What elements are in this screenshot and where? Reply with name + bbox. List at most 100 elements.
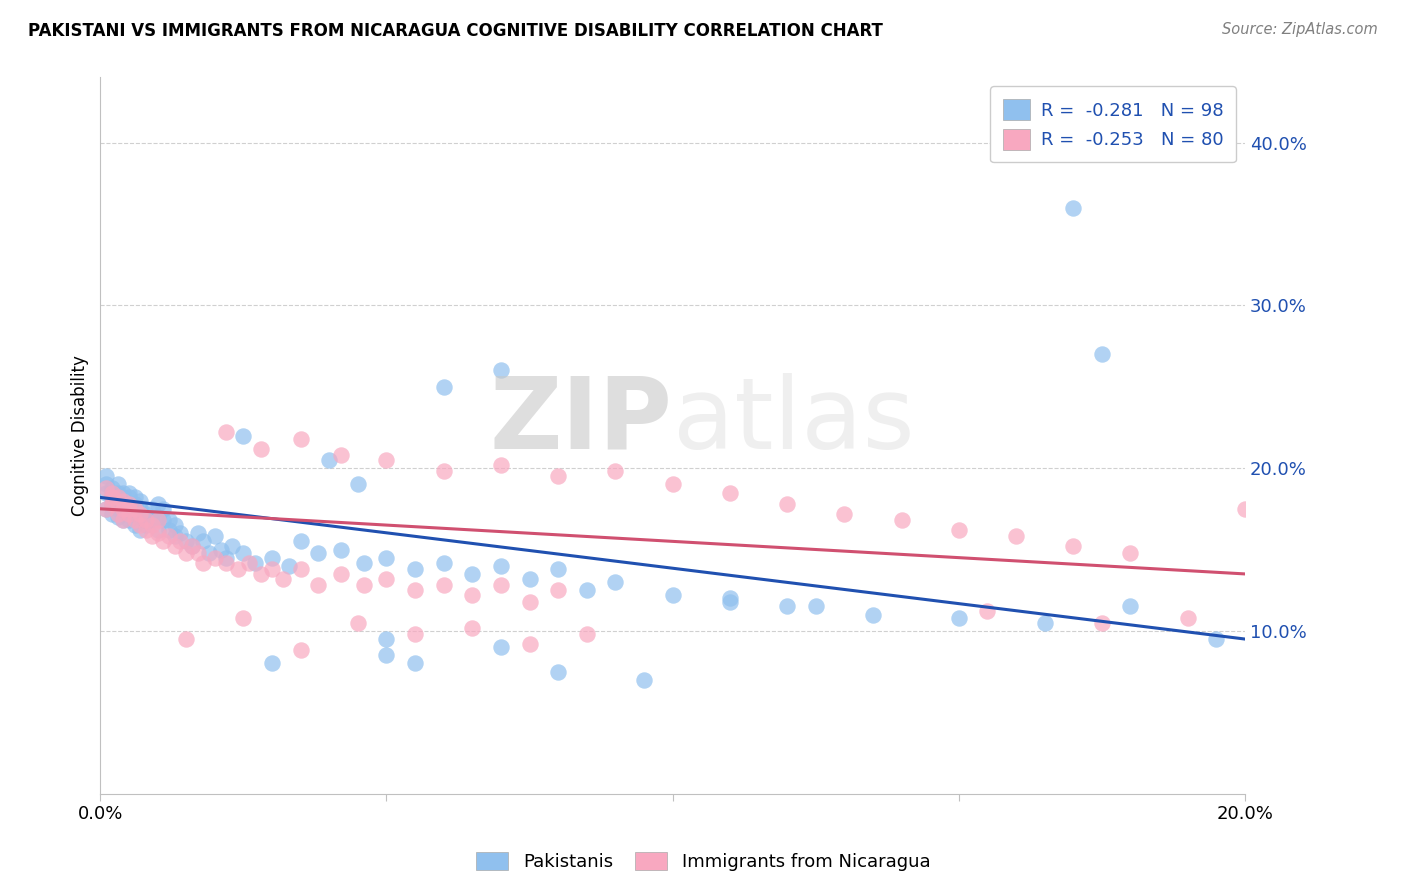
Point [169, 526, 191, 541]
Point [1062, 539, 1084, 553]
Point [94, 501, 117, 516]
Point [101, 507, 124, 521]
Point [948, 611, 970, 625]
Point [353, 578, 375, 592]
Point [948, 523, 970, 537]
Point [124, 518, 146, 533]
Point [347, 615, 370, 630]
Point [976, 604, 998, 618]
Point [163, 539, 186, 553]
Point [433, 380, 456, 394]
Point [461, 566, 484, 581]
Point [107, 491, 129, 505]
Point [375, 648, 398, 663]
Point [141, 513, 163, 527]
Point [101, 497, 124, 511]
Point [329, 542, 352, 557]
Point [433, 556, 456, 570]
Point [243, 556, 266, 570]
Point [290, 562, 312, 576]
Point [112, 513, 135, 527]
Point [135, 518, 157, 533]
Point [135, 513, 157, 527]
Point [124, 501, 146, 516]
Point [633, 673, 655, 687]
Point [118, 513, 141, 527]
Point [862, 607, 884, 622]
Point [661, 477, 683, 491]
Point [157, 529, 180, 543]
Point [718, 594, 741, 608]
Point [107, 501, 129, 516]
Point [1062, 201, 1084, 215]
Point [1205, 632, 1227, 646]
Point [489, 558, 512, 573]
Point [519, 572, 541, 586]
Point [547, 583, 569, 598]
Point [141, 501, 163, 516]
Point [433, 464, 456, 478]
Point [118, 485, 141, 500]
Point [290, 643, 312, 657]
Point [547, 665, 569, 679]
Point [94, 501, 117, 516]
Point [118, 491, 141, 505]
Point [124, 497, 146, 511]
Point [101, 491, 124, 505]
Text: PAKISTANI VS IMMIGRANTS FROM NICARAGUA COGNITIVE DISABILITY CORRELATION CHART: PAKISTANI VS IMMIGRANTS FROM NICARAGUA C… [28, 22, 883, 40]
Point [94, 469, 117, 483]
Point [174, 534, 197, 549]
Point [141, 529, 163, 543]
Point [187, 526, 209, 541]
Point [489, 640, 512, 655]
Point [273, 572, 295, 586]
Point [107, 493, 129, 508]
Point [1091, 615, 1114, 630]
Point [776, 599, 799, 614]
Point [204, 550, 226, 565]
Point [112, 493, 135, 508]
Legend: Pakistanis, Immigrants from Nicaragua: Pakistanis, Immigrants from Nicaragua [468, 845, 938, 879]
Point [232, 428, 254, 442]
Point [163, 529, 186, 543]
Point [718, 485, 741, 500]
Point [180, 539, 202, 553]
Point [107, 507, 129, 521]
Point [260, 657, 283, 671]
Point [375, 572, 398, 586]
Point [1033, 615, 1056, 630]
Point [204, 529, 226, 543]
Point [249, 442, 271, 456]
Point [307, 546, 329, 560]
Point [129, 523, 152, 537]
Text: ZIP: ZIP [489, 373, 672, 470]
Point [221, 539, 243, 553]
Point [107, 497, 129, 511]
Point [404, 583, 426, 598]
Point [307, 578, 329, 592]
Point [1177, 611, 1199, 625]
Point [118, 501, 141, 516]
Point [146, 510, 169, 524]
Point [101, 481, 124, 495]
Y-axis label: Cognitive Disability: Cognitive Disability [72, 355, 89, 516]
Point [112, 501, 135, 516]
Point [238, 556, 260, 570]
Point [135, 513, 157, 527]
Point [129, 501, 152, 516]
Point [112, 485, 135, 500]
Point [146, 523, 169, 537]
Point [112, 501, 135, 516]
Point [318, 453, 340, 467]
Point [129, 518, 152, 533]
Point [1233, 501, 1256, 516]
Point [375, 453, 398, 467]
Point [329, 448, 352, 462]
Point [1091, 347, 1114, 361]
Point [215, 556, 238, 570]
Point [834, 507, 856, 521]
Point [101, 485, 124, 500]
Point [112, 513, 135, 527]
Text: Source: ZipAtlas.com: Source: ZipAtlas.com [1222, 22, 1378, 37]
Point [118, 501, 141, 516]
